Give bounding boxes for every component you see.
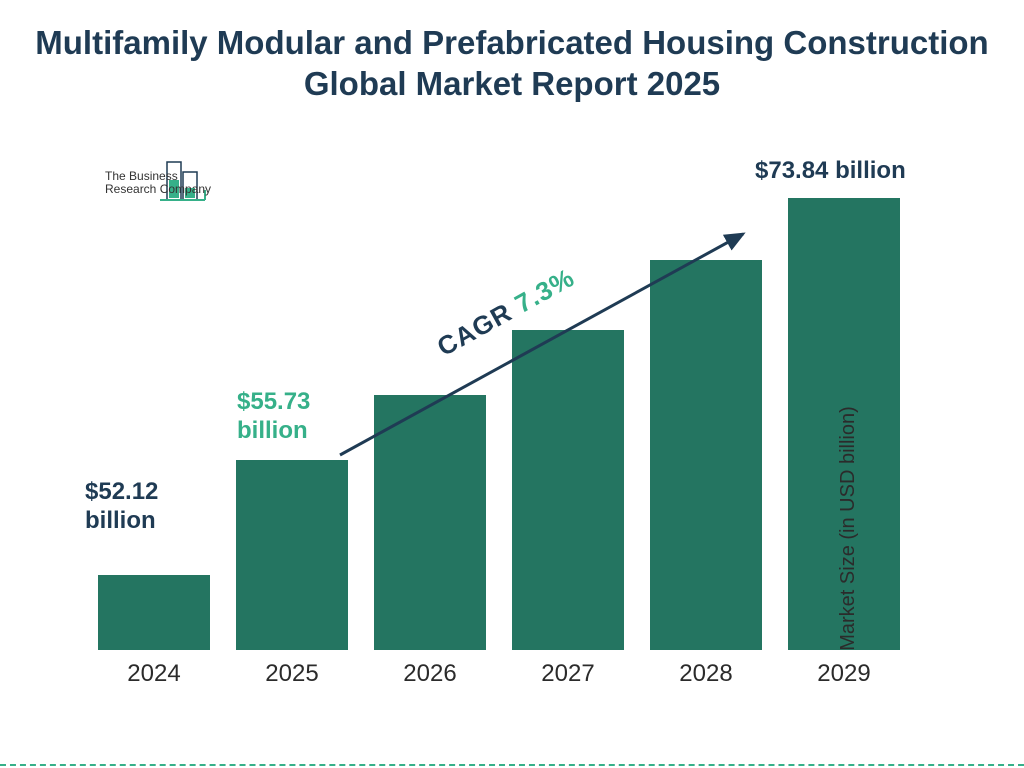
- y-axis-label: Market Size (in USD billion): [837, 406, 860, 651]
- cagr-arrow: [85, 160, 915, 690]
- chart-title: Multifamily Modular and Prefabricated Ho…: [0, 22, 1024, 105]
- chart-canvas: Multifamily Modular and Prefabricated Ho…: [0, 0, 1024, 768]
- bottom-dashed-border: [0, 764, 1024, 766]
- chart-area: 2024 2025 2026 2027 2028 2029: [85, 160, 915, 690]
